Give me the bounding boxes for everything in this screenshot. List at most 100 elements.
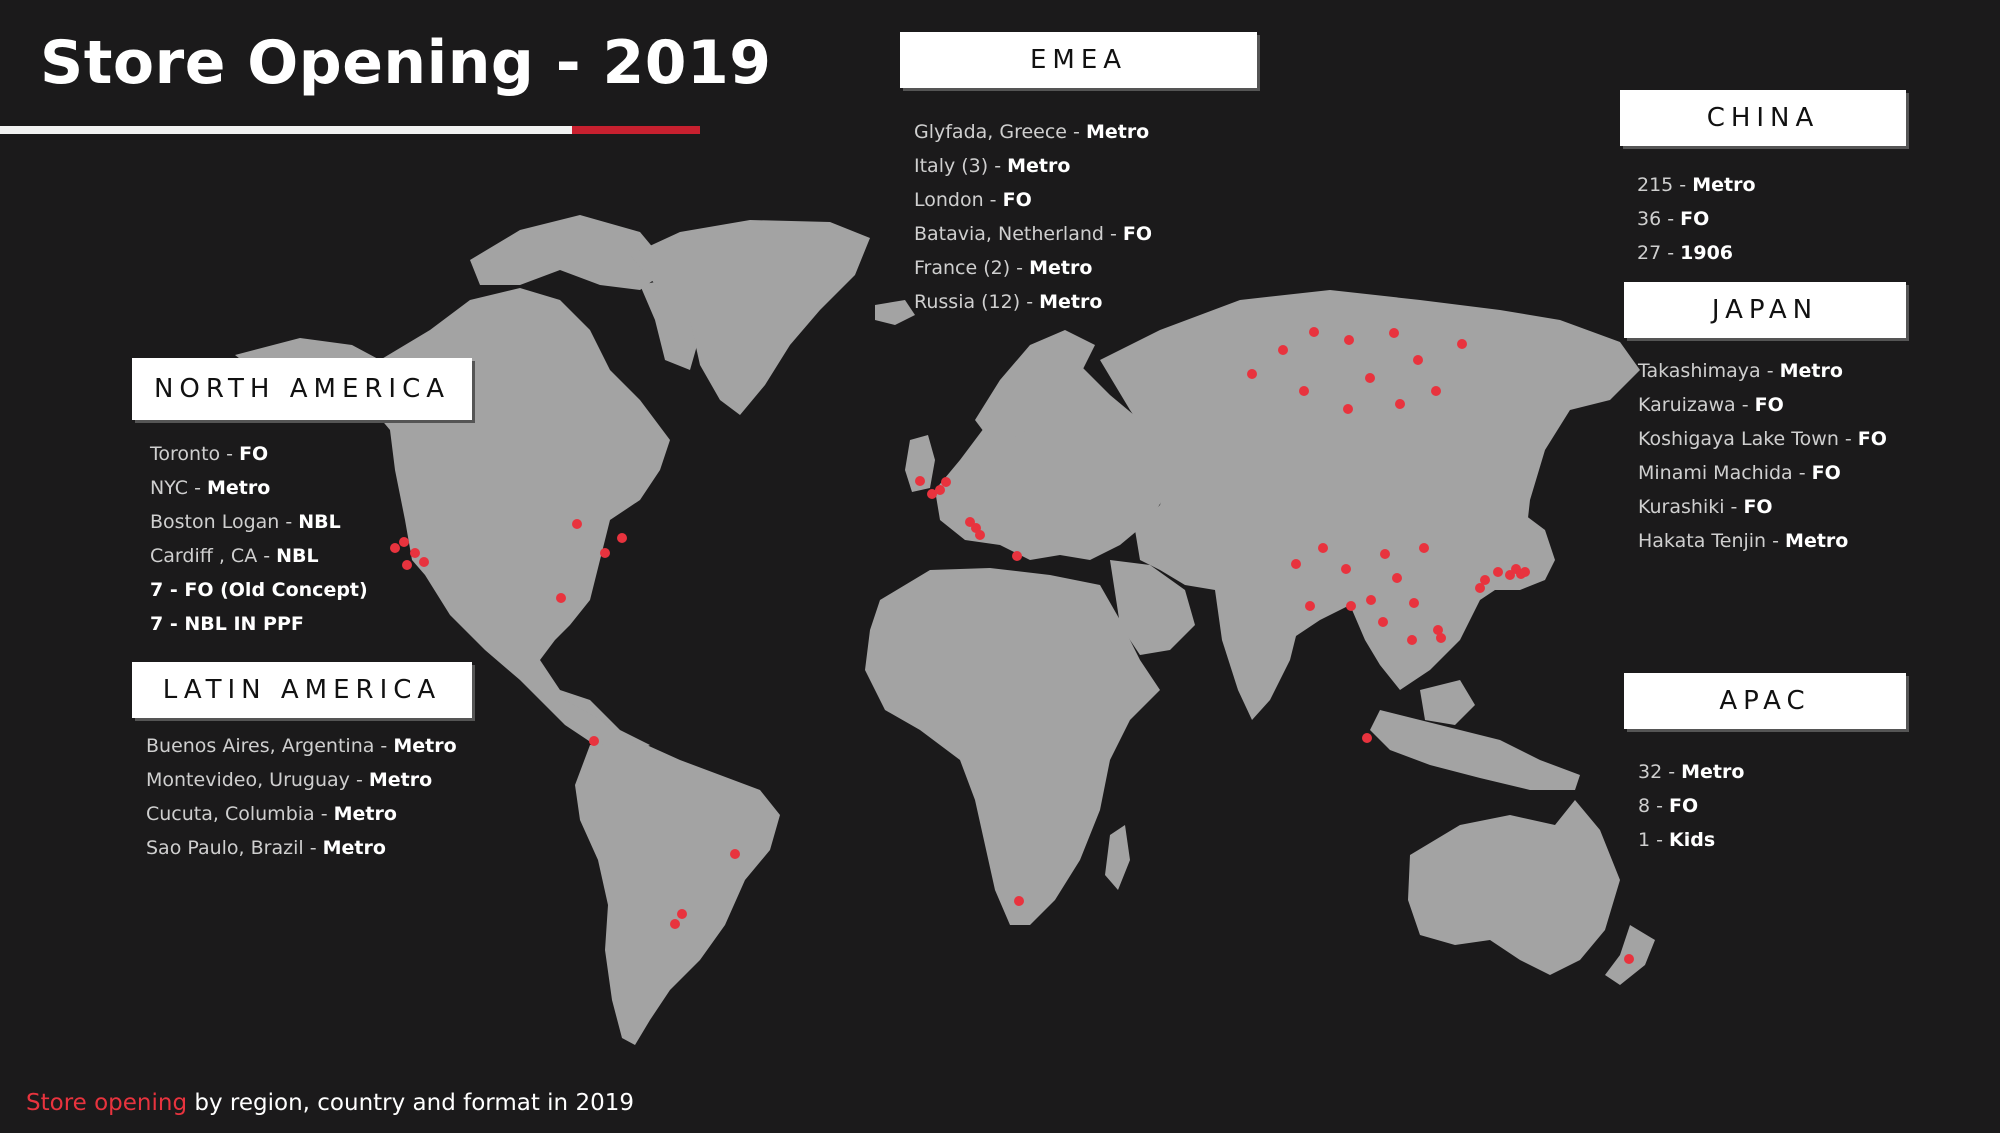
store-marker (1395, 399, 1405, 409)
store-marker (1392, 573, 1402, 583)
list-item: Sao Paulo, Brazil - Metro (146, 831, 457, 865)
borneo (1420, 680, 1475, 725)
store-marker (390, 543, 400, 553)
store-format: Metro (333, 803, 397, 825)
list-item: 36 - FO (1637, 202, 1756, 236)
store-marker (677, 909, 687, 919)
store-marker (1012, 551, 1022, 561)
store-marker (1380, 549, 1390, 559)
list-item: London - FO (914, 183, 1152, 217)
store-marker (1299, 386, 1309, 396)
store-format: 1906 (1680, 242, 1734, 264)
list-item: Glyfada, Greece - Metro (914, 115, 1152, 149)
list-item: Takashimaya - Metro (1638, 354, 1887, 388)
store-location: Cardiff , CA - (150, 545, 277, 567)
footer-caption: Store opening by region, country and for… (26, 1090, 634, 1116)
list-item: Minami Machida - FO (1638, 456, 1887, 490)
store-count: 32 - (1638, 761, 1682, 783)
list-item: 215 - Metro (1637, 168, 1756, 202)
list-item: Karuizawa - FO (1638, 388, 1887, 422)
store-marker (1407, 635, 1417, 645)
store-marker (617, 533, 627, 543)
store-format: FO (1002, 189, 1032, 211)
store-marker (1389, 328, 1399, 338)
store-format: NBL (276, 545, 319, 567)
list-item: Buenos Aires, Argentina - Metro (146, 729, 457, 763)
store-location: Takashimaya - (1638, 360, 1780, 382)
list-item: Batavia, Netherland - FO (914, 217, 1152, 251)
store-location: Batavia, Netherland - (914, 223, 1123, 245)
store-marker (1343, 404, 1353, 414)
store-location: Koshigaya Lake Town - (1638, 428, 1858, 450)
store-format: FO (239, 443, 269, 465)
list-item: 27 - 1906 (1637, 236, 1756, 270)
store-marker (556, 593, 566, 603)
store-marker (572, 519, 582, 529)
store-marker (1344, 335, 1354, 345)
store-format: Kids (1669, 829, 1716, 851)
store-location: Hakata Tenjin - (1638, 530, 1786, 552)
china-store-list: 215 - Metro 36 - FO 27 - 1906 (1637, 168, 1756, 270)
store-location: Glyfada, Greece - (914, 121, 1086, 143)
arabian-peninsula (1110, 560, 1195, 655)
region-label-north-america: NORTH AMERICA (132, 358, 472, 420)
footer-text: by region, country and format in 2019 (187, 1090, 634, 1116)
store-format: FO (1743, 496, 1773, 518)
list-item: NYC - Metro (150, 471, 368, 505)
store-marker (1247, 369, 1257, 379)
store-marker (941, 477, 951, 487)
list-item: Boston Logan - NBL (150, 505, 368, 539)
list-item: Italy (3) - Metro (914, 149, 1152, 183)
list-item: France (2) - Metro (914, 251, 1152, 285)
store-location: Buenos Aires, Argentina - (146, 735, 394, 757)
landmasses (235, 215, 1655, 1045)
list-item: Cardiff , CA - NBL (150, 539, 368, 573)
store-count: 215 - (1637, 174, 1693, 196)
store-marker (1433, 625, 1443, 635)
store-location: NYC - (150, 477, 207, 499)
emea-store-list: Glyfada, Greece - Metro Italy (3) - Metr… (914, 115, 1152, 319)
store-location: Minami Machida - (1638, 462, 1812, 484)
greenland (630, 220, 870, 415)
list-item: 8 - FO (1638, 789, 1744, 823)
page-title: Store Opening - 2019 (40, 28, 772, 98)
store-format: FO (1857, 428, 1887, 450)
store-format: Metro (393, 735, 457, 757)
store-location: Sao Paulo, Brazil - (146, 837, 323, 859)
list-item: Hakata Tenjin - Metro (1638, 524, 1887, 558)
region-label-emea: EMEA (900, 32, 1257, 88)
north-america (235, 288, 670, 755)
store-marker (915, 476, 925, 486)
store-format: Metro (1779, 360, 1843, 382)
store-location: Toronto - (150, 443, 240, 465)
footer-highlight: Store opening (26, 1090, 188, 1116)
store-marker (1278, 345, 1288, 355)
store-count: 27 - (1637, 242, 1681, 264)
store-format: Metro (206, 477, 271, 499)
asia (1100, 290, 1640, 690)
store-marker (1413, 355, 1423, 365)
store-marker (927, 489, 937, 499)
region-label-japan: JAPAN (1624, 282, 1906, 338)
store-location: Russia (12) - (914, 291, 1040, 313)
region-label-apac: APAC (1624, 673, 1906, 729)
store-format: NBL IN PPF (184, 613, 304, 635)
store-marker (1457, 339, 1467, 349)
list-item: 7 - FO (Old Concept) (150, 573, 368, 607)
list-item: 7 - NBL IN PPF (150, 607, 368, 641)
store-format: NBL (298, 511, 341, 533)
list-item: 1 - Kids (1638, 823, 1744, 857)
list-item: Koshigaya Lake Town - FO (1638, 422, 1887, 456)
south-america (575, 742, 780, 1045)
store-markers (390, 327, 1634, 964)
store-marker (1475, 583, 1485, 593)
store-location: France (2) - (914, 257, 1030, 279)
store-marker (410, 548, 420, 558)
store-marker (589, 736, 599, 746)
list-item: Cucuta, Columbia - Metro (146, 797, 457, 831)
store-format: Metro (1085, 121, 1150, 143)
store-format: FO (1811, 462, 1841, 484)
store-count: 7 - (150, 579, 185, 601)
store-format: Metro (368, 769, 433, 791)
store-marker (1362, 733, 1372, 743)
